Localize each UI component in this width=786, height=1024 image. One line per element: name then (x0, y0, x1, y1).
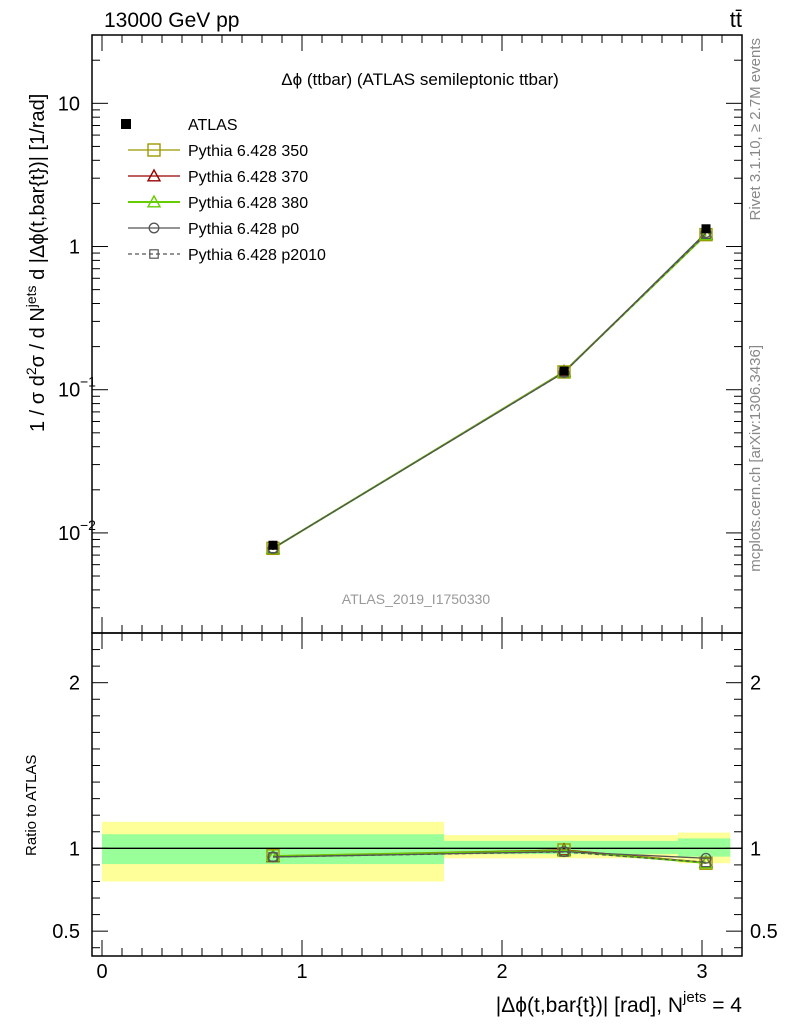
x-tick-label: 3 (696, 961, 707, 983)
legend-marker-2 (146, 194, 162, 208)
data-point (268, 540, 278, 550)
ratio-frame (91, 632, 743, 957)
rivet-version-label: Rivet 3.1.10, ≥ 2.7M events (747, 38, 764, 221)
ratio-y-tick-label: 1 (69, 838, 80, 860)
mc-line-1 (272, 233, 707, 549)
x-axis-title: |Δϕ(t,bar{t})| [rad], Njets = 4 (496, 989, 743, 1017)
ratio-point-4 (559, 847, 569, 857)
y-tick-exponent: −2 (80, 517, 96, 533)
mc-point-2 (698, 227, 714, 241)
ratio-y-tick-label-right: 0.5 (750, 921, 778, 943)
mc-line-0 (272, 234, 707, 549)
mc-line-3 (272, 232, 707, 549)
ratio-plot (92, 821, 742, 882)
legend-marker-1 (146, 168, 162, 182)
mc-line-2 (272, 233, 707, 550)
x-axis-title-part: |Δϕ(t,bar{t})| [rad], N (496, 994, 683, 1017)
x-tick-label: 1 (296, 961, 307, 983)
mc-line-4 (272, 233, 707, 549)
ratio-y-tick-label: 2 (69, 673, 80, 695)
y-axis-title-part: jets (23, 285, 39, 308)
ratio-y-tick-label: 0.5 (52, 921, 80, 943)
uncertainty-band-stat (678, 838, 731, 857)
y-tick-label: 10 (58, 380, 80, 402)
mcplots-label: mcplots.cern.ch [arXiv:1306.3436] (747, 345, 764, 572)
data-point (701, 224, 711, 234)
legend-label-0: Pythia 6.428 350 (188, 143, 308, 160)
x-axis-title-part: = 4 (706, 994, 742, 1017)
ratio-y-tick-label-right: 2 (750, 673, 761, 695)
process-label: tt̄ (730, 7, 742, 32)
legend-marker-data (121, 119, 131, 129)
ratio-line-4 (272, 851, 707, 864)
x-axis-title-part: jets (682, 989, 706, 1006)
y-tick-exponent: −1 (80, 374, 96, 390)
ratio-line-3 (272, 850, 707, 859)
main-plot (265, 224, 714, 556)
ratio-y-axis-title: Ratio to ATLAS (23, 755, 40, 856)
y-axis-title-part: d |Δϕ(t,bar{t})| [1/rad] (27, 94, 49, 286)
legend-marker-0 (147, 143, 161, 157)
data-point (559, 366, 569, 376)
plot-title: Δϕ (ttbar) (ATLAS semileptonic ttbar) (281, 70, 559, 89)
legend-marker-4 (149, 249, 159, 259)
y-tick-label: 10 (58, 93, 80, 115)
y-tick-label: 1 (69, 237, 80, 259)
legend-label-data: ATLAS (188, 117, 238, 134)
y-axis-title-part: 2 (23, 367, 39, 375)
ratio-point-4 (701, 857, 711, 868)
ratio-y-tick-label-right: 1 (750, 838, 761, 860)
legend-label-1: Pythia 6.428 370 (188, 169, 308, 186)
ratio-point-4 (268, 852, 278, 862)
y-tick-label: 10 (58, 523, 80, 545)
y-axis-title-part: 1 / σ d (27, 375, 49, 432)
legend-marker-3 (148, 222, 160, 234)
x-tick-label: 2 (496, 961, 507, 983)
legend: ATLAS Pythia 6.428 350 Pythia 6.428 370 Pyt… (121, 117, 326, 264)
legend-label-2: Pythia 6.428 380 (188, 195, 308, 212)
y-axis-title: 1 / σ d2σ / d Njets d |Δϕ(t,bar{t})| [1/… (23, 94, 49, 432)
energy-label: 13000 GeV pp (104, 9, 239, 32)
x-tick-label: 0 (96, 961, 107, 983)
legend-label-4: Pythia 6.428 p2010 (188, 247, 326, 264)
y-axis-title-part: σ / d N (27, 307, 49, 367)
legend-label-3: Pythia 6.428 p0 (188, 221, 299, 238)
analysis-watermark: ATLAS_2019_I1750330 (342, 591, 491, 607)
